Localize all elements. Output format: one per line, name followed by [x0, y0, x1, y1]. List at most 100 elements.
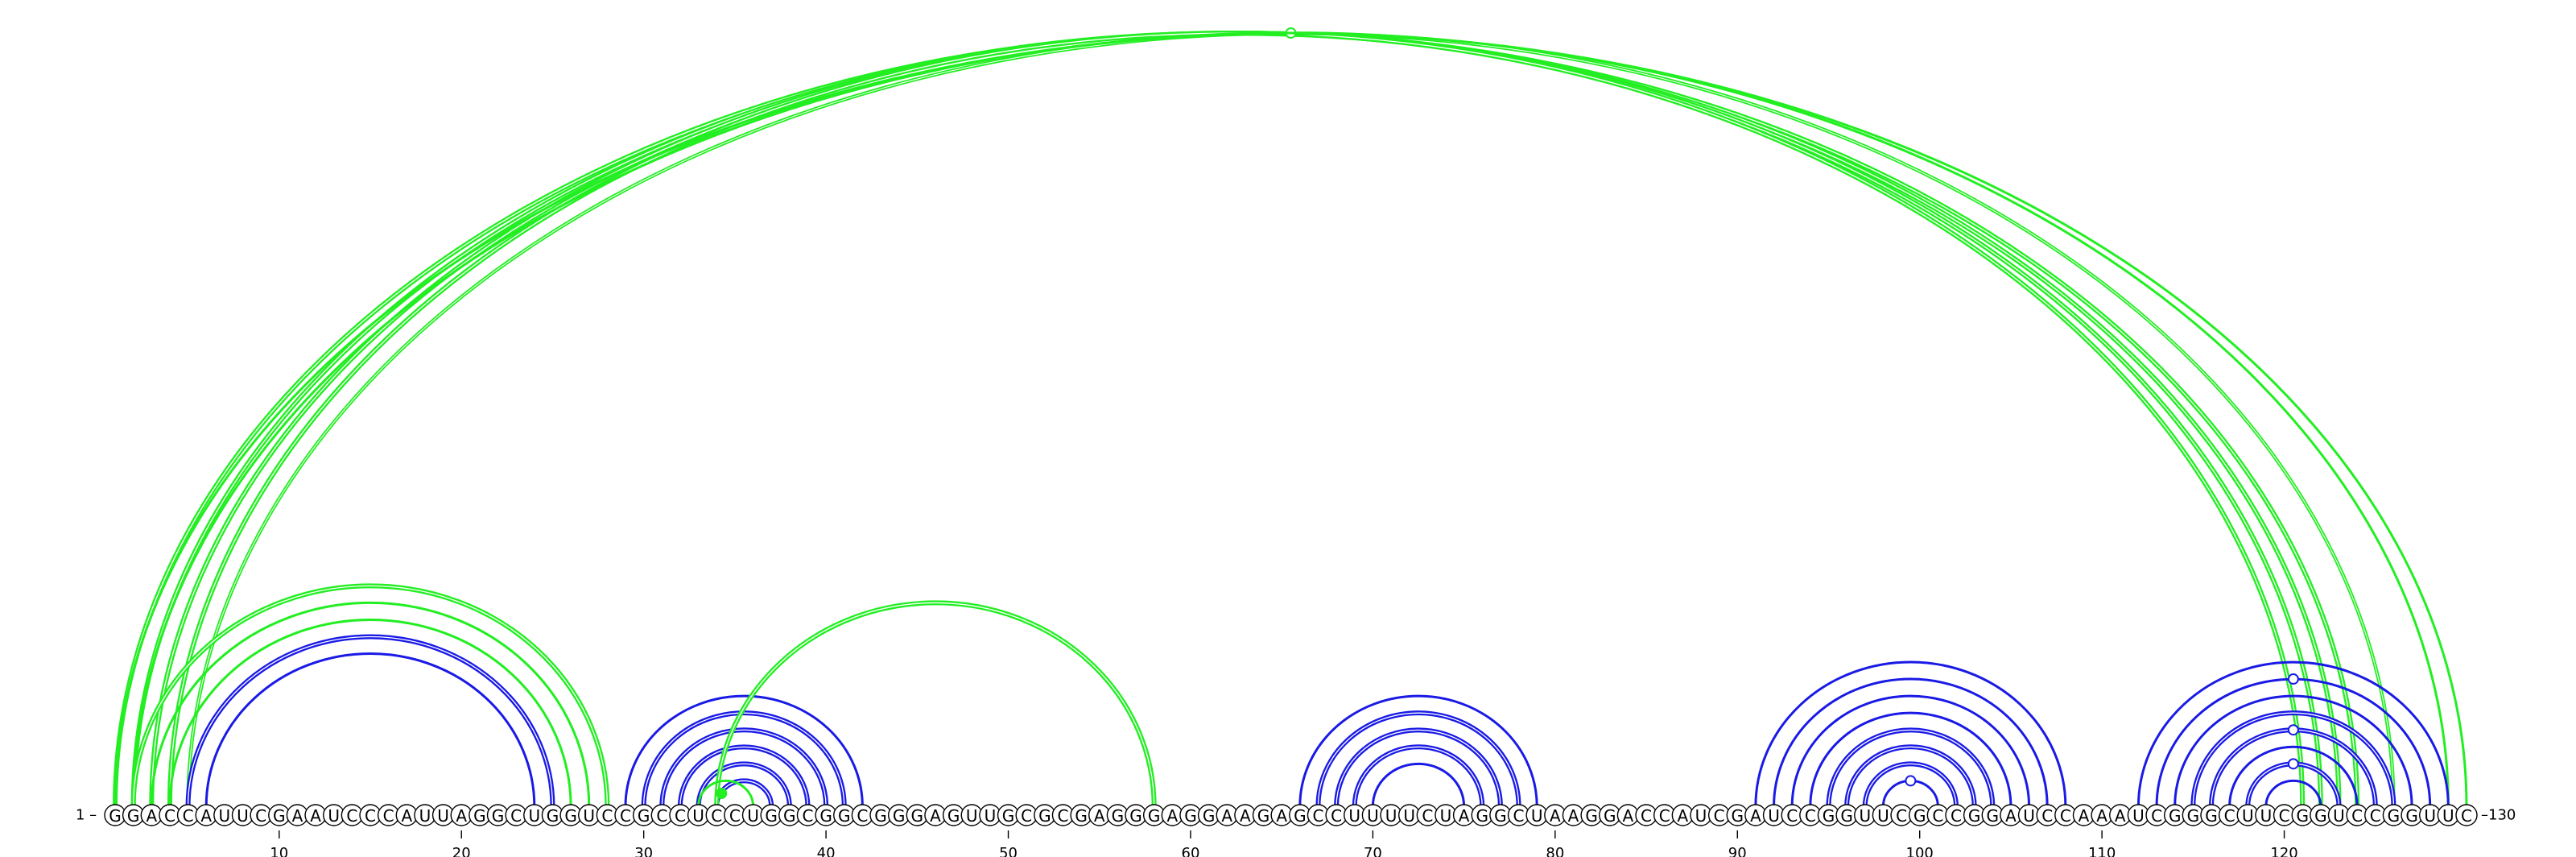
- nucleotide-letter: U: [437, 806, 449, 826]
- nucleotide-letter: G: [1038, 806, 1051, 826]
- nucleotide-letter: G: [1494, 806, 1507, 826]
- nucleotide: C: [2455, 804, 2478, 826]
- base-pair-arc-core: [169, 32, 2303, 807]
- nucleotide-letter: G: [1823, 806, 1835, 826]
- nucleotide-letter: U: [1367, 806, 1379, 826]
- nucleotide-letter: U: [1531, 806, 1543, 826]
- base-pair-arc: [714, 601, 1157, 807]
- nucleotide: A: [2091, 804, 2113, 826]
- base-pair-arc: [659, 727, 829, 807]
- nucleotide: U: [960, 804, 983, 826]
- nucleotide-letter: G: [838, 806, 851, 826]
- nucleotide-letter: A: [1276, 806, 1287, 826]
- nucleotide: G: [942, 804, 965, 826]
- base-pair-arc-core: [642, 712, 845, 807]
- base-pair-arc-core: [114, 32, 2358, 807]
- base-pair-arc: [1298, 694, 1538, 807]
- base-pair-arcs: [113, 28, 2468, 807]
- nucleotide: U: [1872, 804, 1895, 826]
- nucleotide-letter: C: [1786, 806, 1798, 826]
- nucleotide: U: [2255, 804, 2277, 826]
- nucleotide-letter: U: [1768, 806, 1780, 826]
- nucleotide: C: [669, 804, 691, 826]
- nucleotide: A: [304, 804, 327, 826]
- nucleotide-letter: U: [419, 806, 431, 826]
- nucleotide-letter: U: [692, 806, 704, 826]
- nucleotide-letter: C: [365, 806, 376, 826]
- base-pair-arc: [113, 31, 2360, 807]
- nucleotide-letter: C: [802, 806, 813, 826]
- nucleotide-letter: G: [2296, 806, 2309, 826]
- nucleotide-letter: C: [1659, 806, 1670, 826]
- nucleotide-letter: G: [1112, 806, 1125, 826]
- nucleotide: C: [377, 804, 400, 826]
- nucleotide: U: [2127, 804, 2150, 826]
- nucleotide: G: [869, 804, 892, 826]
- nucleotide-letter: C: [183, 806, 194, 826]
- nucleotide: G: [1580, 804, 1603, 826]
- nucleotide-letter: G: [2169, 806, 2182, 826]
- nucleotide: C: [1781, 804, 1803, 826]
- nucleotide-letter: U: [1440, 806, 1452, 826]
- nucleotide-letter: C: [2151, 806, 2162, 826]
- base-pair-arc: [1334, 727, 1503, 807]
- nucleotide: C: [1416, 804, 1439, 826]
- nucleotide-letter: U: [1403, 806, 1415, 826]
- nucleotide: C: [2364, 804, 2387, 826]
- tick-label: 40: [817, 845, 836, 857]
- nucleotide-letter: G: [1203, 806, 1216, 826]
- nucleotide-letter: A: [2115, 806, 2126, 826]
- nucleotide-letter: C: [510, 806, 522, 826]
- nucleotide: U: [1690, 804, 1712, 826]
- base-pair-arc: [134, 33, 2339, 806]
- nucleotide-letter: G: [911, 806, 924, 826]
- nucleotide: C: [250, 804, 272, 826]
- base-pair-arc-core: [1846, 746, 1975, 807]
- nucleotide-letter: C: [1021, 806, 1032, 826]
- nucleotide: C: [2218, 804, 2241, 826]
- nucleotide-letter: C: [1951, 806, 1962, 826]
- tick-label: 70: [1364, 845, 1382, 857]
- nucleotide-letter: G: [783, 806, 796, 826]
- nucleotide-letter: U: [1695, 806, 1707, 826]
- nucleotide-letter: A: [292, 806, 303, 826]
- base-pair-arc: [167, 31, 2306, 807]
- nucleotide: C: [176, 804, 200, 826]
- nucleotide-letter: C: [2351, 806, 2363, 826]
- nucleotide-letter: C: [383, 806, 394, 826]
- nucleotide-letter: G: [874, 806, 887, 826]
- nucleotide: U: [431, 804, 455, 826]
- nucleotide: G: [1817, 804, 1840, 826]
- base-pair-arc-core: [2247, 763, 2340, 807]
- nucleotide-letter: C: [620, 806, 631, 826]
- nucleotide-letter: A: [2079, 806, 2090, 826]
- arc-start-marker: [716, 788, 728, 799]
- nucleotide-letter: G: [1604, 806, 1616, 826]
- arc-apex-marker: [2287, 758, 2299, 770]
- nucleotide-letter: A: [1623, 806, 1634, 826]
- nucleotide-letter: A: [1750, 806, 1761, 826]
- nucleotide-letter: G: [2388, 806, 2401, 826]
- nucleotide: G: [1471, 804, 1493, 826]
- arc-apex-marker: [1905, 775, 1917, 787]
- nucleotide-letter: C: [1312, 806, 1323, 826]
- base-pair-arc-core: [679, 746, 809, 807]
- nucleotide: C: [1051, 804, 1075, 826]
- nucleotide: A: [1452, 804, 1476, 826]
- nucleotide: G: [2382, 804, 2405, 826]
- nucleotide-letter: A: [200, 806, 212, 826]
- base-pair-arc: [188, 33, 2394, 806]
- nucleotide-letter: A: [1166, 806, 1178, 826]
- tick-label: 110: [2088, 845, 2116, 857]
- nucleotide: G: [1289, 804, 1311, 826]
- nucleotide: C: [2273, 804, 2296, 826]
- nucleotide-letter: G: [127, 806, 140, 826]
- start-position-label: 1 –: [76, 807, 97, 824]
- nucleotide: U: [687, 804, 710, 826]
- nucleotide-letter: C: [1932, 806, 1943, 826]
- nucleotide-letter: C: [711, 806, 722, 826]
- nucleotide-letter: U: [1348, 806, 1360, 826]
- nucleotide-letter: A: [146, 806, 157, 826]
- nucleotide-letter: C: [2279, 806, 2290, 826]
- nucleotide: C: [1507, 804, 1530, 826]
